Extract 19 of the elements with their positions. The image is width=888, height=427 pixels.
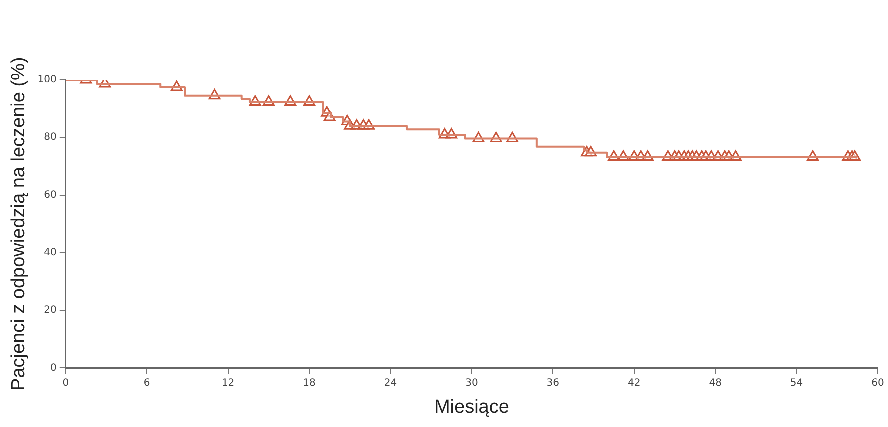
x-tick-label: 0 <box>62 378 70 389</box>
x-tick-label: 6 <box>144 378 150 389</box>
x-tick-label: 12 <box>222 378 235 389</box>
x-tick-label: 60 <box>872 378 884 389</box>
x-tick-label: 48 <box>709 378 722 389</box>
y-tick-label: 0 <box>50 362 57 374</box>
y-tick-label: 40 <box>44 248 57 259</box>
x-tick-label: 18 <box>303 378 316 389</box>
y-tick-label: 60 <box>44 190 57 201</box>
x-tick-label: 36 <box>546 378 560 389</box>
y-tick-label: 20 <box>44 305 57 316</box>
y-tick-label: 100 <box>38 74 57 86</box>
x-axis-title: Miesiące <box>434 396 510 418</box>
x-tick-label: 24 <box>384 378 398 389</box>
x-tick-label: 54 <box>790 378 804 389</box>
x-tick-label: 30 <box>466 378 478 389</box>
y-axis-title: Pacjenci z odpowiedzią na leczenie (%) <box>8 57 30 391</box>
x-tick-label: 42 <box>628 378 641 389</box>
y-tick-label: 80 <box>44 132 57 144</box>
